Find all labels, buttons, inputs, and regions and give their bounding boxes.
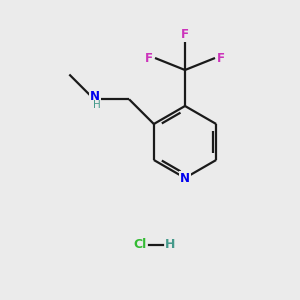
Text: H: H — [93, 100, 101, 110]
Text: Cl: Cl — [134, 238, 147, 251]
Text: F: F — [217, 52, 225, 64]
Text: N: N — [90, 90, 100, 103]
Text: N: N — [180, 172, 190, 184]
Text: F: F — [145, 52, 153, 64]
Text: F: F — [181, 28, 189, 41]
Text: H: H — [165, 238, 175, 251]
